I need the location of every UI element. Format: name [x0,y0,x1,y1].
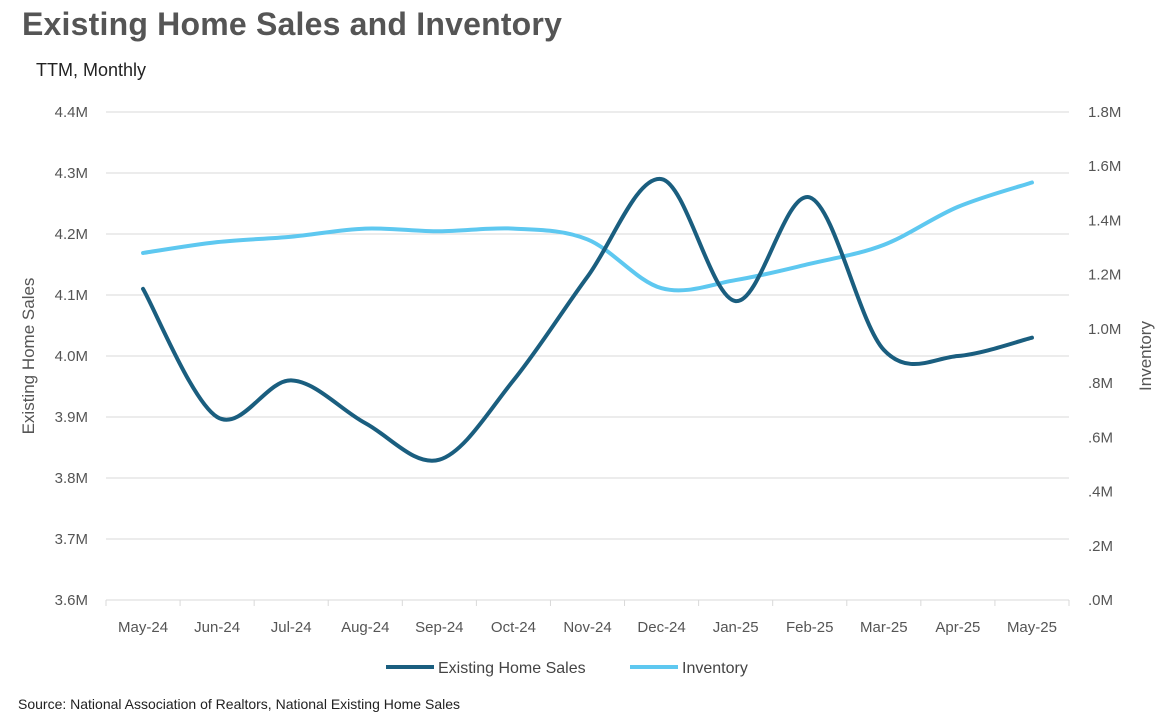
x-tick-label: Jun-24 [194,619,240,636]
x-tick-label: Jan-25 [713,619,759,636]
left-tick-label: 4.3M [55,165,88,182]
source-note: Source: National Association of Realtors… [18,696,460,712]
axes [105,600,1070,606]
x-tick-label: Sep-24 [415,619,463,636]
right-axis-tick-labels: .0M .2M .4M .6M .8M 1.0M 1.2M 1.4M 1.6M 1.8M [1088,104,1121,609]
x-tick-label: Jul-24 [271,619,312,636]
x-tick-label: Aug-24 [341,619,389,636]
x-tick-label: Feb-25 [786,619,834,636]
left-tick-label: 3.9M [55,409,88,426]
series-lines [141,177,1034,463]
series-line-inventory [141,180,1034,293]
x-tick-label: May-25 [1007,619,1057,636]
x-tick-label: Dec-24 [637,619,685,636]
right-tick-label: .2M [1088,538,1113,555]
legend: Existing Home Sales Inventory [386,660,748,677]
left-tick-label: 4.4M [55,104,88,121]
x-tick-label: May-24 [118,619,168,636]
x-tick-label: Oct-24 [491,619,536,636]
x-tick-label: Mar-25 [860,619,908,636]
left-tick-label: 3.8M [55,470,88,487]
chart-title: Existing Home Sales and Inventory [22,6,563,42]
x-axis-tick-labels: May-24 Jun-24 Jul-24 Aug-24 Sep-24 Oct-24 Nov-… [118,619,1057,636]
right-tick-label: 1.6M [1088,158,1121,175]
right-tick-label: .0M [1088,592,1113,609]
right-tick-label: .6M [1088,429,1113,446]
right-tick-label: 1.4M [1088,212,1121,229]
right-tick-label: 1.2M [1088,267,1121,284]
left-tick-label: 3.6M [55,592,88,609]
left-tick-label: 4.2M [55,226,88,243]
left-tick-label: 3.7M [55,531,88,548]
legend-label-existing-home-sales: Existing Home Sales [438,660,586,677]
right-axis-title: Inventory [1136,321,1155,391]
left-axis-title: Existing Home Sales [19,278,38,435]
series-line-existing-home-sales [141,177,1034,463]
left-tick-label: 4.1M [55,287,88,304]
x-tick-label: Nov-24 [563,619,611,636]
right-tick-label: .8M [1088,375,1113,392]
chart-subtitle: TTM, Monthly [36,60,147,80]
right-tick-label: 1.8M [1088,104,1121,121]
right-tick-label: .4M [1088,484,1113,501]
gridlines [106,111,1069,601]
left-tick-label: 4.0M [55,348,88,365]
right-tick-label: 1.0M [1088,321,1121,338]
legend-label-inventory: Inventory [682,660,748,677]
left-axis-tick-labels: 3.6M 3.7M 3.8M 3.9M 4.0M 4.1M 4.2M 4.3M 4.4M [55,104,88,609]
x-tick-label: Apr-25 [935,619,980,636]
